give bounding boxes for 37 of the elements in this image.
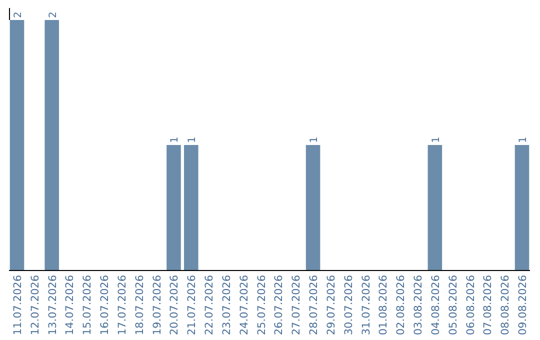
x-tick-label: 27.07.2026	[290, 274, 303, 336]
data-label: 1	[187, 136, 198, 143]
x-tick-label: 12.07.2026	[29, 274, 42, 336]
x-tick-label: 02.08.2026	[395, 274, 408, 336]
data-label: 1	[430, 136, 442, 143]
x-tick-label: 06.08.2026	[464, 274, 477, 336]
x-tick-label: 18.07.2026	[134, 274, 146, 336]
x-tick-label: 03.08.2026	[412, 274, 425, 336]
x-tick-label: 20.07.2026	[168, 274, 181, 336]
x-tick-label: 26.07.2026	[273, 274, 286, 336]
x-tick-label: 21.07.2026	[186, 274, 198, 336]
x-tick-label: 08.08.2026	[500, 274, 512, 336]
data-label: 2	[48, 12, 59, 18]
data-label: 1	[309, 136, 320, 143]
x-tick-label: 28.07.2026	[308, 274, 320, 336]
x-tick-label: 13.07.2026	[46, 274, 59, 336]
x-tick-label: 24.07.2026	[238, 274, 250, 336]
data-label: 1	[170, 136, 181, 143]
x-tick-label: 30.07.2026	[342, 274, 355, 336]
x-tick-label: 09.08.2026	[516, 274, 529, 336]
x-tick-label: 19.07.2026	[151, 274, 164, 336]
data-label: 2	[13, 12, 24, 18]
x-tick-label: 15.07.2026	[82, 274, 94, 336]
x-tick-label: 16.07.2026	[99, 274, 112, 336]
x-tick-label: 14.07.2026	[64, 274, 76, 336]
x-tick-label: 11.07.2026	[12, 274, 24, 336]
x-tick-label: 31.07.2026	[360, 274, 372, 336]
x-tick-label: 25.07.2026	[256, 274, 268, 336]
x-tick-label: 05.08.2026	[447, 274, 460, 336]
x-tick-label: 01.08.2026	[378, 274, 390, 336]
x-tick-label: 07.08.2026	[482, 274, 494, 336]
x-tick-label: 23.07.2026	[220, 274, 233, 336]
x-tick-label: 17.07.2026	[116, 274, 128, 336]
data-label: 1	[518, 136, 529, 143]
x-tick-label: 29.07.2026	[325, 274, 338, 336]
x-tick-label: 22.07.2026	[204, 274, 216, 336]
x-tick-label: 04.08.2026	[430, 274, 442, 336]
